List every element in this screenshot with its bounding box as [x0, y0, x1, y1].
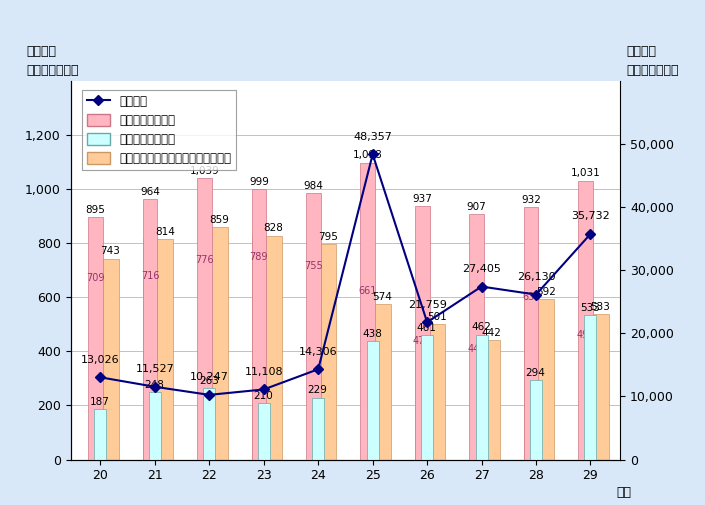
Bar — [149, 392, 161, 460]
Bar — [203, 388, 215, 460]
Text: 11,527: 11,527 — [135, 364, 174, 374]
Text: 48,357: 48,357 — [353, 132, 392, 142]
Bar — [367, 341, 379, 460]
Text: 755: 755 — [304, 261, 323, 271]
Text: 932: 932 — [521, 195, 541, 205]
Text: 所得金額: 所得金額 — [626, 45, 656, 58]
Text: 814: 814 — [155, 227, 175, 237]
Legend: 所得金額, 所得金額がない方, 所得金額がある方, 譲渡損失を習年以降へ繰り越した方: 所得金額, 所得金額がない方, 所得金額がある方, 譲渡損失を習年以降へ繰り越し… — [82, 90, 236, 170]
Text: 442: 442 — [482, 328, 501, 338]
Text: （単位：千人）: （単位：千人） — [27, 64, 79, 77]
Text: 462: 462 — [471, 322, 491, 332]
Bar — [421, 335, 433, 460]
Bar — [258, 403, 270, 460]
Text: 27,405: 27,405 — [462, 264, 501, 274]
Text: 294: 294 — [525, 368, 546, 378]
Bar — [143, 239, 173, 460]
Text: 859: 859 — [209, 215, 229, 225]
Text: 592: 592 — [536, 287, 556, 297]
Text: 申告人員: 申告人員 — [27, 45, 56, 58]
Bar — [525, 299, 554, 460]
Bar — [89, 259, 118, 460]
Bar — [524, 208, 539, 460]
Text: 501: 501 — [427, 312, 447, 322]
Text: 999: 999 — [249, 177, 269, 187]
Bar — [584, 315, 596, 460]
Text: 661: 661 — [359, 286, 377, 296]
Text: 937: 937 — [412, 194, 432, 204]
Text: 1,098: 1,098 — [353, 150, 383, 161]
Text: 210: 210 — [253, 390, 273, 400]
Text: 984: 984 — [303, 181, 324, 191]
Text: 11,108: 11,108 — [245, 367, 283, 377]
Text: 14,306: 14,306 — [299, 346, 338, 357]
Bar — [197, 178, 211, 460]
Bar — [579, 314, 608, 460]
Text: 26,130: 26,130 — [517, 272, 556, 282]
Text: 964: 964 — [140, 186, 160, 196]
Text: 795: 795 — [318, 232, 338, 242]
Text: 446: 446 — [467, 344, 486, 355]
Bar — [252, 235, 282, 460]
Bar — [197, 227, 228, 460]
Text: 533: 533 — [580, 303, 600, 313]
Bar — [307, 244, 336, 460]
Text: 1,031: 1,031 — [570, 169, 601, 178]
Text: 498: 498 — [577, 330, 595, 340]
Text: 638: 638 — [522, 292, 540, 302]
Bar — [306, 193, 321, 460]
Text: 743: 743 — [100, 246, 120, 257]
Text: 789: 789 — [250, 251, 268, 262]
Text: 828: 828 — [264, 223, 283, 233]
Text: 461: 461 — [417, 323, 436, 333]
Text: 709: 709 — [86, 273, 105, 283]
Bar — [476, 334, 488, 460]
Bar — [578, 181, 593, 460]
Bar — [94, 409, 106, 460]
Bar — [415, 324, 446, 460]
Bar — [415, 206, 429, 460]
Text: （単位：億円）: （単位：億円） — [626, 64, 678, 77]
Text: 776: 776 — [195, 255, 214, 265]
Bar — [252, 189, 266, 460]
Text: 13,026: 13,026 — [81, 355, 120, 365]
Text: 1,039: 1,039 — [190, 166, 219, 176]
Bar — [470, 340, 500, 460]
Text: 476: 476 — [413, 336, 431, 346]
Text: 248: 248 — [145, 380, 164, 390]
Text: 10,247: 10,247 — [190, 372, 229, 382]
Bar — [361, 304, 391, 460]
Text: 895: 895 — [85, 205, 106, 215]
Text: 229: 229 — [308, 385, 328, 395]
Bar — [470, 214, 484, 460]
Text: 716: 716 — [141, 271, 159, 281]
Bar — [530, 380, 542, 460]
Text: 年分: 年分 — [616, 486, 632, 499]
Bar — [312, 397, 324, 460]
Text: 438: 438 — [362, 329, 382, 339]
Text: 574: 574 — [372, 292, 393, 302]
Text: 187: 187 — [90, 397, 110, 407]
Text: 263: 263 — [199, 376, 219, 386]
Bar — [142, 199, 157, 460]
Text: 35,732: 35,732 — [571, 212, 610, 221]
Bar — [88, 218, 103, 460]
Bar — [360, 163, 375, 460]
Text: 21,759: 21,759 — [407, 299, 446, 310]
Text: 907: 907 — [467, 202, 486, 212]
Text: 533: 533 — [590, 301, 611, 312]
